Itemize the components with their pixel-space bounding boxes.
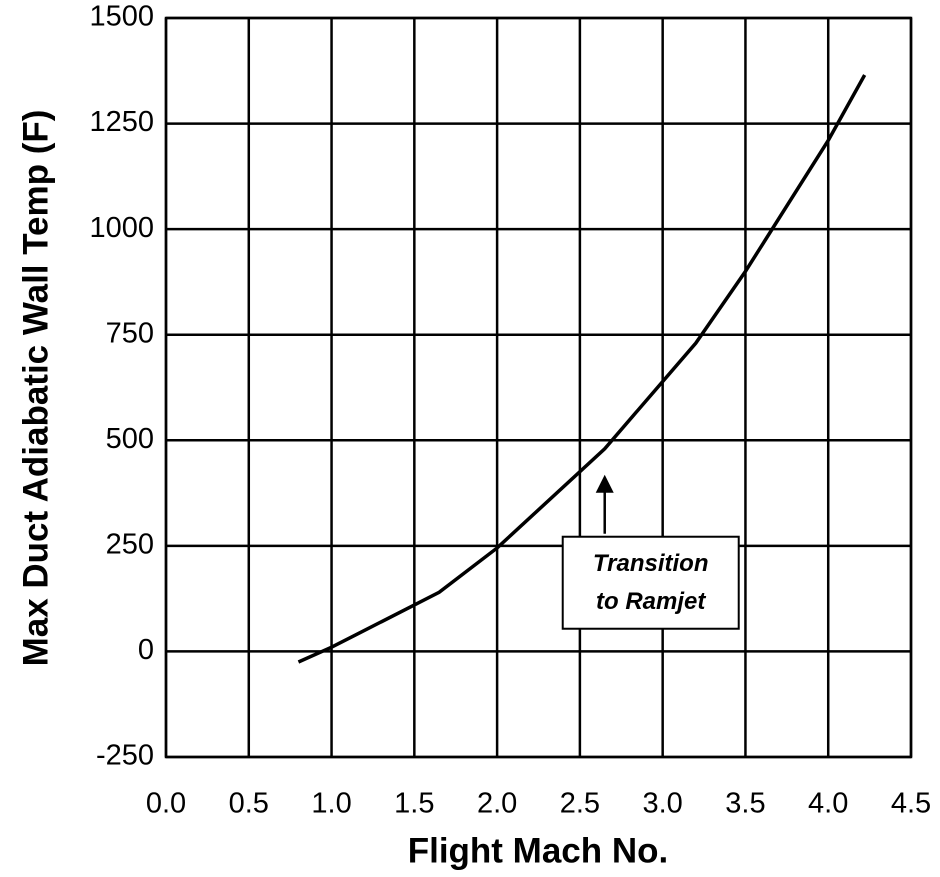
y-tick-label: 0 [138,634,154,666]
annotation-arrowhead [595,474,614,493]
annotation-text: Transition [593,550,709,577]
y-axis-label: Max Duct Adiabatic Wall Temp (F) [16,110,55,667]
y-tick-label: 1250 [89,106,154,138]
y-tick-label: 1000 [89,212,154,244]
x-tick-label: 3.5 [725,788,765,820]
x-tick-label: 2.5 [560,788,600,820]
x-tick-label: 1.5 [394,788,434,820]
y-tick-label: -250 [96,740,154,772]
y-tick-label: 250 [106,529,154,561]
annotation-text: to Ramjet [596,588,706,615]
x-tick-label: 0.5 [229,788,269,820]
y-tick-label: 750 [106,317,154,349]
x-tick-label: 1.0 [311,788,351,820]
x-tick-label: 4.0 [808,788,848,820]
x-tick-label: 2.0 [477,788,517,820]
y-tick-label: 500 [106,423,154,455]
plot-border [164,16,913,759]
x-tick-label: 0.0 [146,788,186,820]
annotation-box [561,535,740,630]
x-tick-label: 3.0 [643,788,683,820]
x-axis-label: Flight Mach No. [408,831,669,870]
x-tick-label: 4.5 [891,788,931,820]
y-tick-label: 1500 [89,1,154,33]
data-line [297,74,867,664]
